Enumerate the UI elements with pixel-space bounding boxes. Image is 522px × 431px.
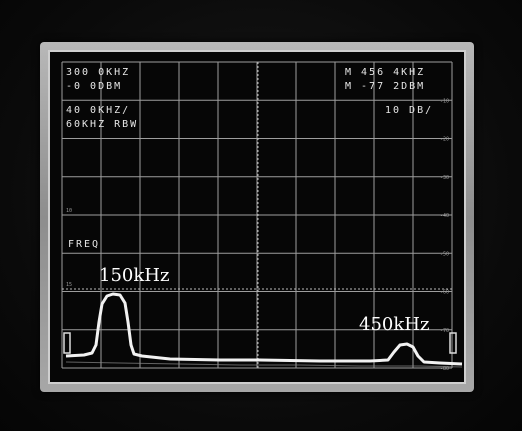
- spectrum-trace: [65, 292, 463, 366]
- scale-mark: -40: [440, 213, 449, 219]
- right-scale-marks: -10 -20 -30 -40 -50 -60 -70 -80: [440, 98, 449, 372]
- scale-mark: -70: [440, 328, 449, 334]
- resolution-bandwidth-readout: 60KHZ RBW: [66, 119, 138, 130]
- peak-label-450khz: 450kHz: [359, 314, 429, 335]
- marker-level-readout: M -77 2DBM: [345, 81, 425, 92]
- freq-label: FREQ: [68, 239, 100, 250]
- graticule: [61, 61, 453, 369]
- left-edge-marker: [63, 332, 71, 354]
- marker-frequency-readout: M 456 4KHZ: [345, 67, 425, 78]
- scale-mark: -80: [440, 366, 449, 372]
- left-scale-mark: 15: [66, 282, 72, 288]
- center-frequency-readout: 300 0KHZ: [66, 67, 130, 78]
- peak-label-150khz: 150kHz: [99, 265, 169, 286]
- reference-lines: [62, 62, 452, 368]
- vertical-scale-readout: 10 DB/: [385, 105, 433, 116]
- scale-mark: -20: [440, 137, 449, 143]
- noise-floor: [65, 361, 463, 368]
- right-edge-marker: [449, 332, 457, 354]
- reference-level-readout: -0 0DBM: [66, 81, 122, 92]
- left-scale-mark: 10: [66, 208, 72, 214]
- scale-mark: -50: [440, 251, 449, 257]
- scale-mark: -10: [440, 98, 449, 104]
- scale-mark: -60: [440, 290, 449, 296]
- span-per-division-readout: 40 0KHZ/: [66, 105, 130, 116]
- scale-mark: -30: [440, 175, 449, 181]
